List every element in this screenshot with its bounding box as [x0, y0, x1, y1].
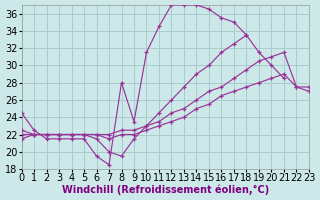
X-axis label: Windchill (Refroidissement éolien,°C): Windchill (Refroidissement éolien,°C) [62, 185, 269, 195]
